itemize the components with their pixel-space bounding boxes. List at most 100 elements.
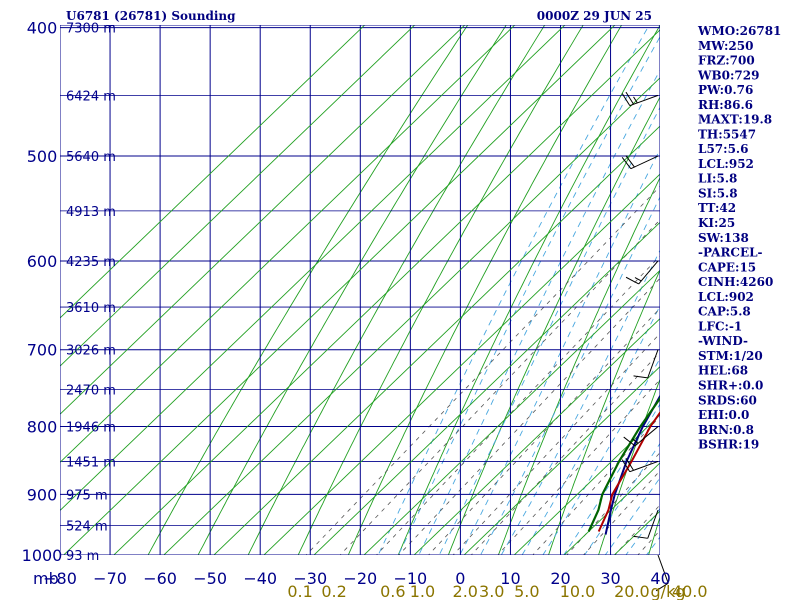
mixing-ratio-line [582,470,660,555]
height-label: 4913 m [66,205,116,220]
temperature-tick-label: 40 [650,569,670,588]
moist-adiabat [542,357,660,555]
pressure-tick-label: 800 [27,418,58,437]
index-line: -PARCEL- [698,246,763,260]
mixing-ratio-label: 2.0 [453,582,478,600]
skewed-isotherm [263,173,660,555]
wind-barb-flag [621,459,631,472]
height-label: 975 m [66,488,108,503]
index-line: MAXT:19.8 [698,113,772,127]
index-line: SI:5.8 [698,186,738,200]
wind-barb-staff [629,94,659,107]
wind-barb-half-flag [634,277,642,282]
dewpoint-trace [587,396,660,532]
skewed-isotherm [163,77,660,555]
temperature-tick-label: −60 [143,569,177,588]
mixing-ratio-label: 10.0 [560,582,596,600]
temperature-tick-label: −50 [193,569,227,588]
index-line: LCL:952 [698,157,754,171]
index-line: SW:138 [698,231,749,245]
index-line: CAP:5.8 [698,305,751,319]
index-line: TT:42 [698,201,736,215]
skewed-isotherm [60,25,516,463]
skewed-isotherm [113,29,660,555]
temperature-trace [597,411,660,532]
wind-barb-flag [625,155,635,168]
index-line: SHR+:0.0 [698,378,763,392]
mixing-ratio-label: 40.0 [672,582,708,600]
index-line: WMO:26781 [697,24,781,38]
wind-barb-staff [647,349,659,379]
wind-barb-flag [633,535,648,539]
pressure-tick-label: 700 [27,341,58,360]
height-label: 93 m [66,549,99,564]
axis-labels: 100200300400500600700800900100012010 m10… [22,19,708,600]
wind-barb-staff [634,426,659,447]
mixing-ratio-line [532,415,660,555]
mixing-ratio-label: 5.0 [514,582,539,600]
skewed-isotherm [363,269,660,555]
skewed-isotherm [613,510,660,555]
parcel-trace [604,394,660,535]
pressure-axis-unit: mb [33,569,59,588]
sounding-profiles [587,394,660,535]
index-line: HEL:68 [698,364,748,378]
moist-adiabat [563,403,660,555]
index-line: CINH:4260 [698,275,773,289]
moist-adiabat [418,69,660,555]
wind-barb-staff [630,155,659,170]
skewed-isotherm [63,25,616,555]
temperature-tick-label: −30 [293,569,327,588]
temperature-tick-label: −80 [43,569,77,588]
moist-adiabat [521,304,660,555]
moist-adiabat [377,25,650,555]
temperature-tick-label: 20 [550,569,570,588]
wind-barb-flag [621,93,631,106]
wind-barbs [621,91,669,592]
moist-adiabat [397,35,660,555]
mixing-ratio-label: 0.6 [380,582,405,600]
height-label: 1451 m [66,455,116,470]
index-line: WB0:729 [697,68,759,82]
height-label: 6424 m [66,89,116,104]
wind-barb-staff [657,554,669,584]
index-line: PW:0.76 [698,83,753,97]
index-line: LFC:-1 [698,319,742,333]
pressure-tick-label: 1000 [22,546,63,565]
height-label: 4235 m [66,255,116,270]
temperature-tick-label: −10 [393,569,427,588]
mixing-ratio-label: 1.0 [410,582,435,600]
skewed-isotherm [413,317,660,555]
wind-barb-half-flag [633,96,638,104]
height-label: 2470 m [66,383,116,398]
mixing-ratio-label: 3.0 [479,582,504,600]
skewed-isotherm [313,221,660,555]
skewed-isotherm [563,462,660,555]
temperature-tick-label: −70 [93,569,127,588]
pressure-tick-label: 900 [27,485,58,504]
wind-barb-flag [625,91,634,105]
pressure-tick-label: 600 [27,252,58,271]
height-label: 1946 m [66,421,116,436]
wind-barb-staff [638,260,659,285]
index-line: STM:1/20 [698,349,763,363]
index-line: KI:25 [698,216,735,230]
height-label: 524 m [66,519,108,534]
index-line: LCL:902 [698,290,754,304]
wind-barb-flag [623,436,636,447]
mixing-ratio-label: 0.2 [321,582,346,600]
moist-adiabat [604,477,660,555]
moist-adiabat [459,148,660,555]
wind-barb-staff [629,460,659,473]
index-line: MW:250 [698,39,753,53]
stability-indices-panel: WMO:26781MW:250FRZ:700WB0:729PW:0.76RH:8… [697,24,781,452]
index-line: TH:5547 [698,127,756,141]
skewed-isotherm [60,25,466,415]
pressure-tick-label: 500 [27,147,58,166]
wind-barb-staff [647,509,659,539]
temperature-tick-label: −20 [343,569,377,588]
index-line: EHI:0.0 [698,408,749,422]
height-label: 5640 m [66,150,116,165]
skewed-isotherm [60,25,416,367]
